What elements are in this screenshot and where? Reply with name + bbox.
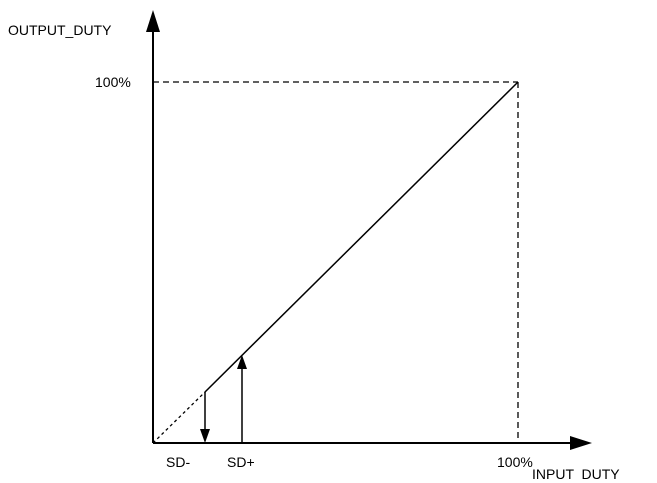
y-axis-arrow	[146, 10, 160, 32]
x-axis-label: INPUT DUTY	[532, 466, 620, 482]
x-axis-arrow	[570, 436, 592, 450]
sd-minus-arrowhead	[200, 429, 210, 443]
transfer-line	[204, 81, 519, 393]
sd-plus-label: SD+	[227, 454, 255, 470]
sd-minus-label: SD-	[166, 454, 190, 470]
y-max-label: 100%	[95, 74, 131, 90]
sd-plus-arrowhead	[237, 355, 247, 369]
y-axis-label: OUTPUT_DUTY	[8, 22, 112, 38]
low-dashed-segment	[152, 391, 206, 444]
x-max-label: 100%	[497, 454, 533, 470]
